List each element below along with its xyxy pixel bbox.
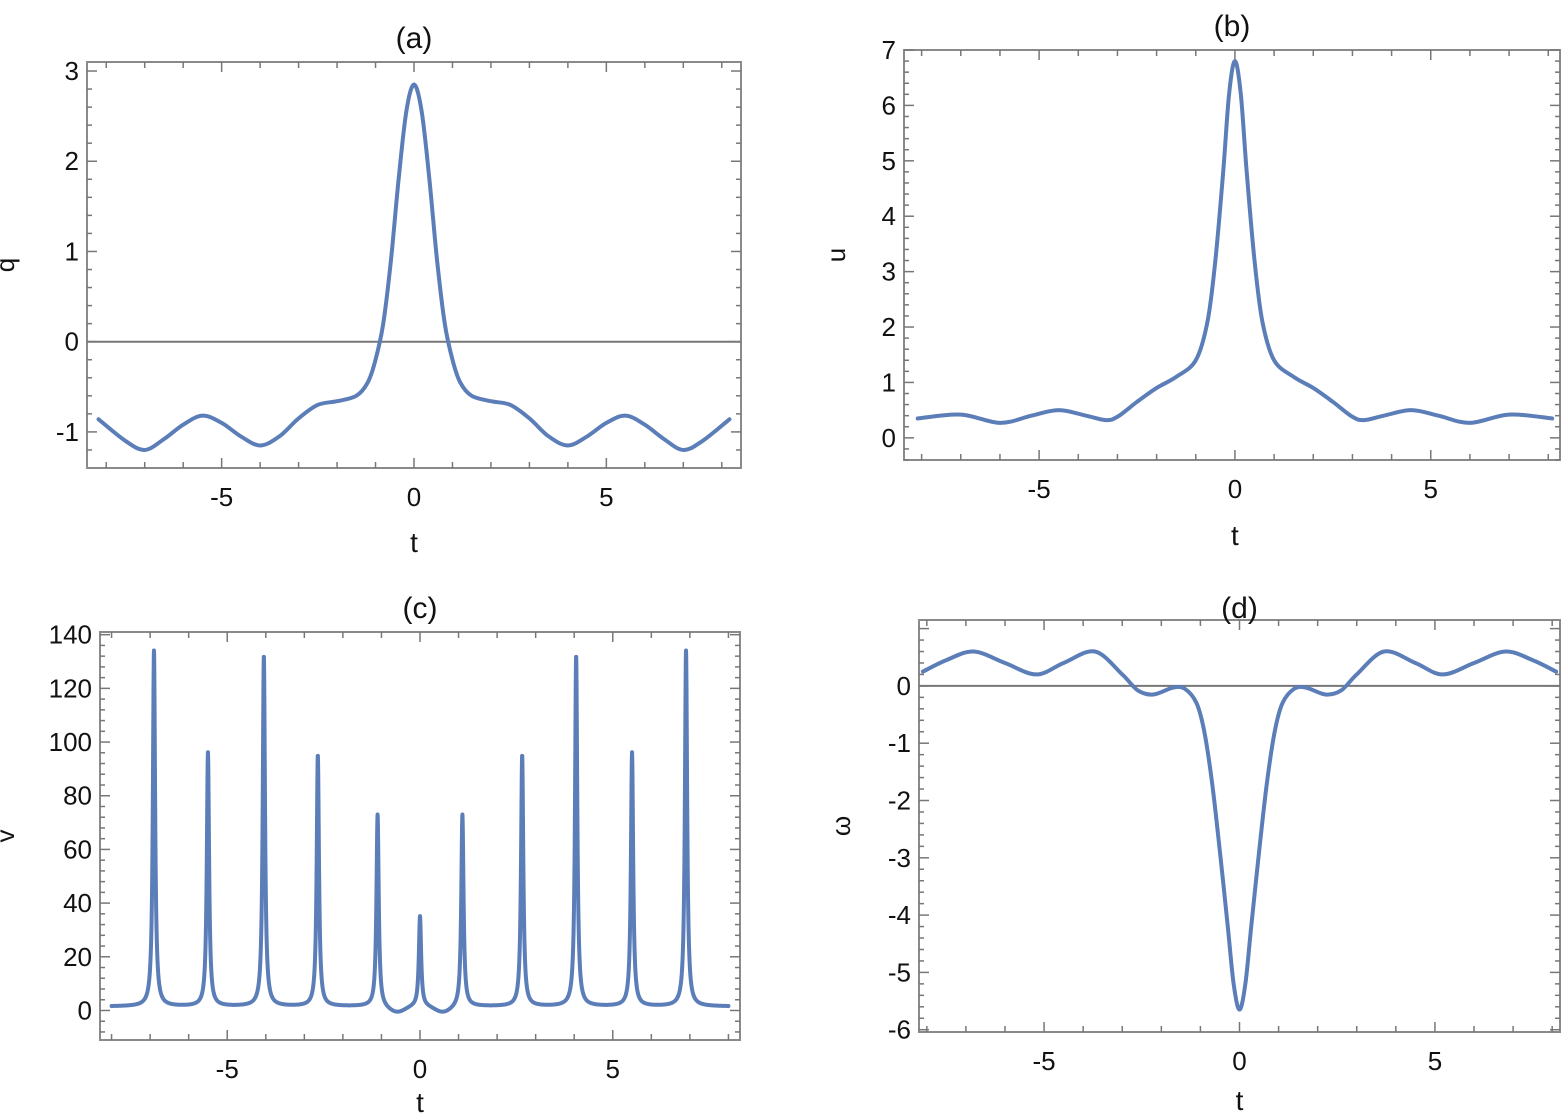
y-tick-label: 40 bbox=[63, 888, 92, 918]
x-tick-label: -5 bbox=[210, 482, 233, 512]
y-tick-label: 7 bbox=[882, 35, 896, 65]
y-tick-label: 120 bbox=[49, 673, 92, 703]
plot-frame bbox=[903, 49, 1561, 461]
x-tick-label: 5 bbox=[1428, 1046, 1442, 1076]
x-tick-label: 0 bbox=[1232, 1046, 1246, 1076]
chart-panel-a: -5 0 5 -1 0 1 2 3 (a) t q bbox=[0, 22, 742, 558]
y-tick-label: 3 bbox=[882, 257, 896, 287]
y-tick-label: 80 bbox=[63, 781, 92, 811]
x-axis-label: t bbox=[1236, 1085, 1244, 1116]
chart-panel-c: -5 0 5 0 20 40 60 80 100 120 140 (c) t v bbox=[0, 592, 741, 1116]
y-tick-label: 0 bbox=[78, 995, 92, 1025]
y-axis-label: q bbox=[0, 258, 20, 272]
y-tick-label: 6 bbox=[882, 90, 896, 120]
y-tick-label: 60 bbox=[63, 834, 92, 864]
y-tick-label: 0 bbox=[897, 671, 911, 701]
chart-title: (a) bbox=[396, 22, 433, 55]
y-tick-label: 140 bbox=[49, 620, 92, 650]
y-tick-label: 100 bbox=[49, 727, 92, 757]
y-tick-label: 2 bbox=[882, 312, 896, 342]
series-line-q bbox=[96, 82, 732, 452]
y-tick-label: 5 bbox=[882, 146, 896, 176]
y-tick-label: -4 bbox=[888, 900, 911, 930]
y-tick-label: -6 bbox=[888, 1015, 911, 1045]
chart-panel-b: -5 0 5 0 1 2 3 4 5 6 7 (b) t u bbox=[821, 10, 1561, 551]
y-tick-label: 2 bbox=[65, 146, 79, 176]
series-line-u bbox=[915, 59, 1555, 425]
x-tick-label: -5 bbox=[1033, 1046, 1056, 1076]
x-tick-label: 0 bbox=[407, 482, 421, 512]
chart-panel-d: -5 0 5 -6 -5 -4 -3 -2 -1 0 (d) t ω bbox=[826, 592, 1561, 1116]
x-tick-label: -5 bbox=[1028, 474, 1051, 504]
y-tick-label: 0 bbox=[65, 327, 79, 357]
x-axis-label: t bbox=[410, 527, 418, 558]
y-axis-label: u bbox=[821, 248, 851, 262]
y-tick-label: -3 bbox=[888, 843, 911, 873]
y-tick-label: 0 bbox=[882, 423, 896, 453]
x-tick-label: -5 bbox=[216, 1054, 239, 1084]
y-tick-label: -5 bbox=[888, 957, 911, 987]
x-axis-label: t bbox=[1231, 520, 1239, 551]
y-tick-label: 1 bbox=[882, 367, 896, 397]
y-tick-label: 1 bbox=[65, 236, 79, 266]
y-axis-label: v bbox=[0, 830, 20, 843]
y-tick-label: 3 bbox=[65, 56, 79, 86]
y-tick-label: -1 bbox=[888, 728, 911, 758]
series-line-ω bbox=[920, 649, 1559, 1012]
chart-title: (b) bbox=[1214, 10, 1251, 43]
y-tick-label: -1 bbox=[56, 417, 79, 447]
y-tick-label: -2 bbox=[888, 786, 911, 816]
plot-frame bbox=[86, 61, 742, 469]
x-tick-label: 0 bbox=[1228, 474, 1242, 504]
x-tick-label: 0 bbox=[413, 1054, 427, 1084]
x-axis-label: t bbox=[416, 1087, 424, 1116]
x-tick-label: 5 bbox=[1424, 474, 1438, 504]
plot-frame bbox=[99, 631, 741, 1041]
plot-frame bbox=[918, 619, 1561, 1033]
chart-title: (d) bbox=[1221, 592, 1258, 625]
x-tick-label: 5 bbox=[606, 1054, 620, 1084]
x-tick-label: 5 bbox=[599, 482, 613, 512]
y-tick-label: 4 bbox=[882, 201, 896, 231]
chart-title: (c) bbox=[403, 592, 438, 625]
y-tick-label: 20 bbox=[63, 942, 92, 972]
y-axis-label: ω bbox=[826, 816, 856, 836]
series-line-v bbox=[109, 648, 731, 1014]
